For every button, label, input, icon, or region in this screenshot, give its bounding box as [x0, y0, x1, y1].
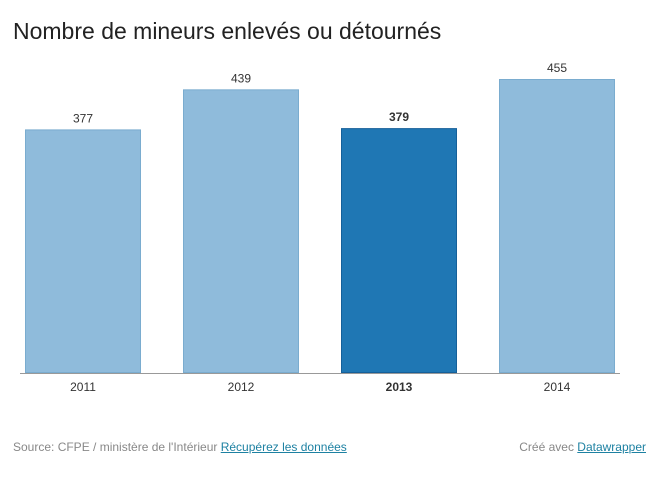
credit-note: Créé avec Datawrapper [519, 440, 646, 454]
bar-2012 [183, 89, 299, 373]
get-data-link[interactable]: Récupérez les données [220, 440, 347, 454]
data-label-2012: 439 [231, 71, 251, 85]
bar-2014 [499, 79, 615, 373]
data-label-2013: 379 [389, 110, 409, 124]
bar-2013 [341, 128, 457, 373]
tick-label-2011: 2011 [70, 380, 96, 394]
tick-label-2013: 2013 [386, 380, 413, 394]
tick-label-2012: 2012 [228, 380, 255, 394]
bar-2011 [25, 129, 141, 373]
data-label-2014: 455 [547, 61, 567, 75]
data-label-2011: 377 [73, 111, 93, 125]
datawrapper-link[interactable]: Datawrapper [577, 440, 646, 454]
source-label: Source: CFPE / ministère de l'Intérieur [13, 440, 218, 454]
chart-footer: Source: CFPE / ministère de l'Intérieur … [13, 440, 646, 454]
bar-chart: 377 2011 439 2012 379 2013 455 2014 [20, 61, 620, 394]
tick-label-2014: 2014 [544, 380, 571, 394]
credit-label: Créé avec [519, 440, 574, 454]
source-note: Source: CFPE / ministère de l'Intérieur … [13, 440, 347, 454]
chart-title: Nombre de mineurs enlevés ou détournés [13, 18, 442, 44]
